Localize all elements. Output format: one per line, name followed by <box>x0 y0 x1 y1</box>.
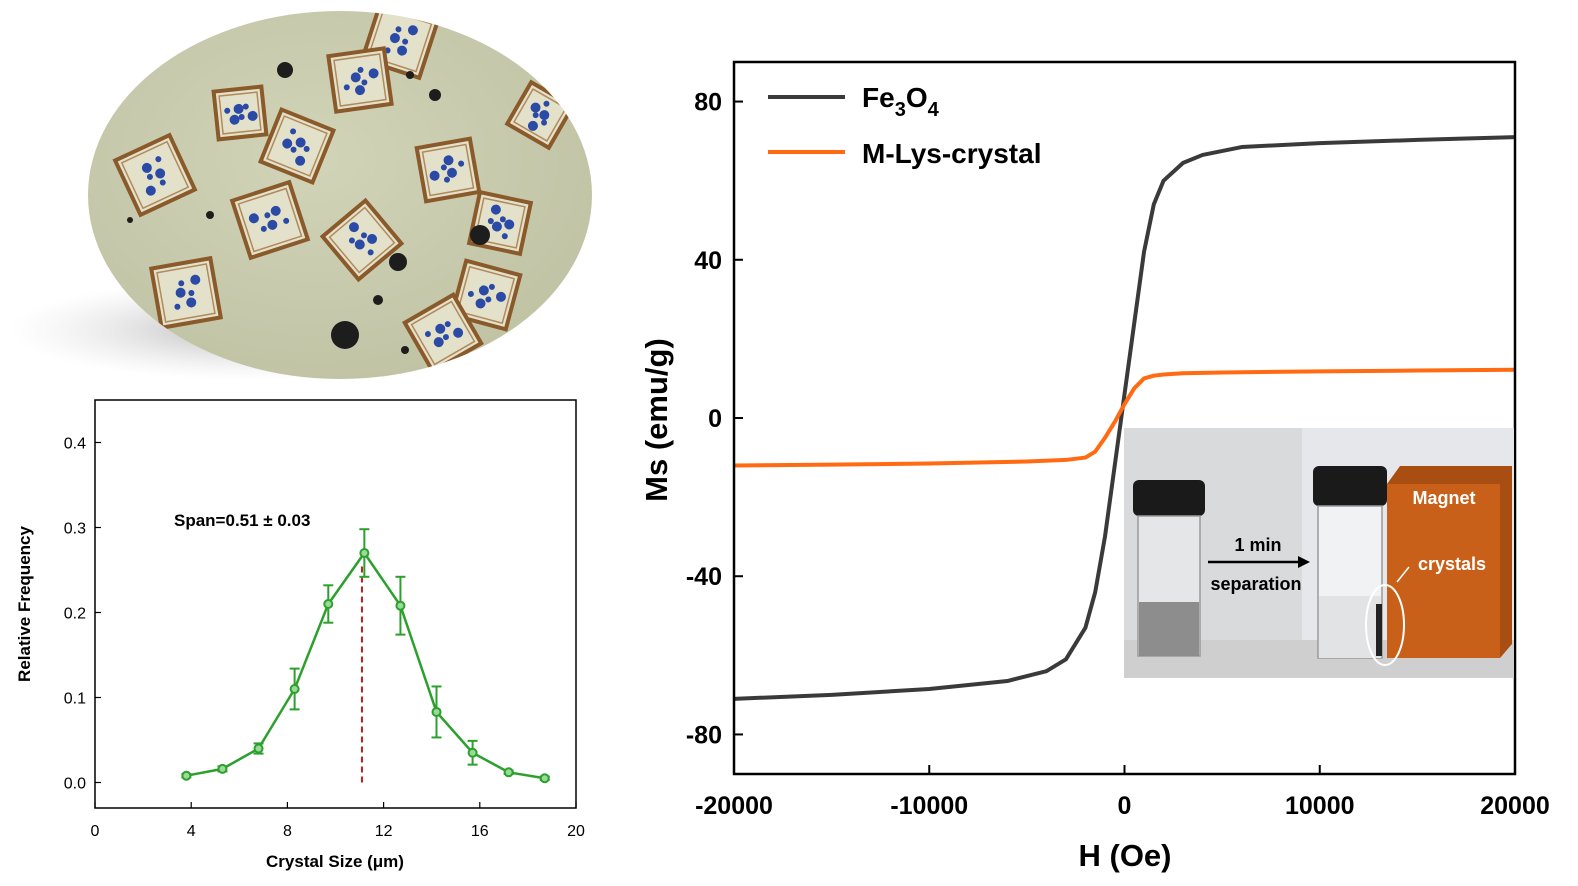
mag-x-tick-label: -10000 <box>890 792 968 820</box>
size-x-tick-label: 4 <box>187 823 196 840</box>
size-plot-frame <box>94 399 577 809</box>
size-y-tick-label: 0.1 <box>64 691 86 708</box>
micrograph-panel <box>10 11 592 380</box>
size-series-line <box>186 550 545 780</box>
size-y-tick-label: 0.2 <box>64 606 86 623</box>
size-x-tick-label: 12 <box>375 823 393 840</box>
legend-label-mlys: M-Lys-crystal <box>862 138 1041 169</box>
mag-series-fe3o4 <box>733 135 1516 701</box>
inset-time-label: 1 min <box>1234 535 1281 555</box>
mag-plot-frame <box>732 60 1517 776</box>
crystal-shape <box>449 258 523 332</box>
size-y-tick-label: 0.0 <box>64 776 86 793</box>
size-y-axis-title: Relative Frequency <box>15 526 34 682</box>
mag-y-tick-label: -80 <box>686 721 722 749</box>
crystals-highlight-circle <box>1365 584 1405 666</box>
debris-particle <box>127 217 133 223</box>
vial-after <box>1313 466 1387 659</box>
size-x-tick-label: 0 <box>91 823 100 840</box>
size-y-tick-label: 0.3 <box>64 521 86 538</box>
size-data-point <box>181 770 192 781</box>
crystal-shape <box>402 292 484 374</box>
crystals-label: crystals <box>1418 554 1486 574</box>
size-x-tick-label: 8 <box>283 823 292 840</box>
mag-y-axis-title: Ms (emu/g) <box>639 338 674 502</box>
magnetization-chart: -20000 -10000 0 10000 20000 -80 -40 0 40 80 Fe3O4… <box>639 60 1550 873</box>
debris-particle <box>277 62 293 78</box>
debris-particle <box>206 211 214 219</box>
crystal-shape <box>112 132 198 218</box>
mag-series-mlys <box>733 367 1516 468</box>
crystal-shape <box>414 136 482 204</box>
size-data-point <box>431 706 442 717</box>
size-data-point <box>395 600 406 611</box>
debris-particle <box>429 89 441 101</box>
mag-y-tick-label: 0 <box>708 405 722 433</box>
crystal-shape <box>319 197 405 283</box>
mag-x-tick-label: 10000 <box>1285 792 1355 820</box>
size-distribution-chart: 0 4 8 12 16 20 0.0 0.1 0.2 0.3 0.4 Span=0.51 ± 0.0… <box>15 399 585 871</box>
magnet-label: Magnet <box>1413 488 1476 508</box>
debris-particle <box>470 225 490 245</box>
debris-particle <box>401 346 409 354</box>
size-data-point <box>323 599 334 609</box>
mag-x-axis-title: H (Oe) <box>1079 838 1172 873</box>
size-x-axis-title: Crystal Size (μm) <box>266 852 404 871</box>
size-data-point <box>359 548 370 558</box>
mag-x-tick-label: 0 <box>1118 792 1132 820</box>
arrow-head-icon <box>1298 556 1310 568</box>
debris-particle <box>373 295 383 305</box>
debris-particle <box>331 321 359 349</box>
size-x-tick-label: 20 <box>567 823 585 840</box>
mag-y-tick-label: -40 <box>686 563 722 591</box>
size-data-point <box>467 747 478 758</box>
size-data-point <box>503 767 514 778</box>
inset-separation-label: separation <box>1210 574 1301 594</box>
crystal-shape <box>326 46 394 114</box>
size-data-point <box>217 763 228 774</box>
separation-inset-photo: 1 min separation Magnet crystals <box>1124 428 1514 678</box>
size-y-tick-label: 0.4 <box>64 436 86 453</box>
size-annotation: Span=0.51 ± 0.03 <box>174 511 310 530</box>
mag-x-tick-label: 20000 <box>1480 792 1550 820</box>
crystal-shape <box>211 84 269 142</box>
size-data-point <box>289 684 300 694</box>
legend-label-fe3o4: Fe3O4 <box>862 82 940 121</box>
mag-legend: Fe3O4 M-Lys-crystal <box>768 82 1041 169</box>
crystal-shape <box>148 255 224 331</box>
size-data-point <box>253 743 264 754</box>
size-data-point <box>539 773 550 784</box>
vial-before <box>1133 480 1205 657</box>
crystal-group <box>112 11 576 374</box>
debris-particle <box>406 71 414 79</box>
mag-y-tick-label: 80 <box>694 89 722 117</box>
crystal-shape <box>229 179 311 261</box>
debris-particle <box>389 253 407 271</box>
mag-x-tick-label: -20000 <box>695 792 773 820</box>
magnet-block: Magnet crystals <box>1387 466 1512 658</box>
crystal-shape <box>257 106 337 186</box>
size-x-tick-label: 16 <box>471 823 489 840</box>
mag-y-tick-label: 40 <box>694 247 722 275</box>
